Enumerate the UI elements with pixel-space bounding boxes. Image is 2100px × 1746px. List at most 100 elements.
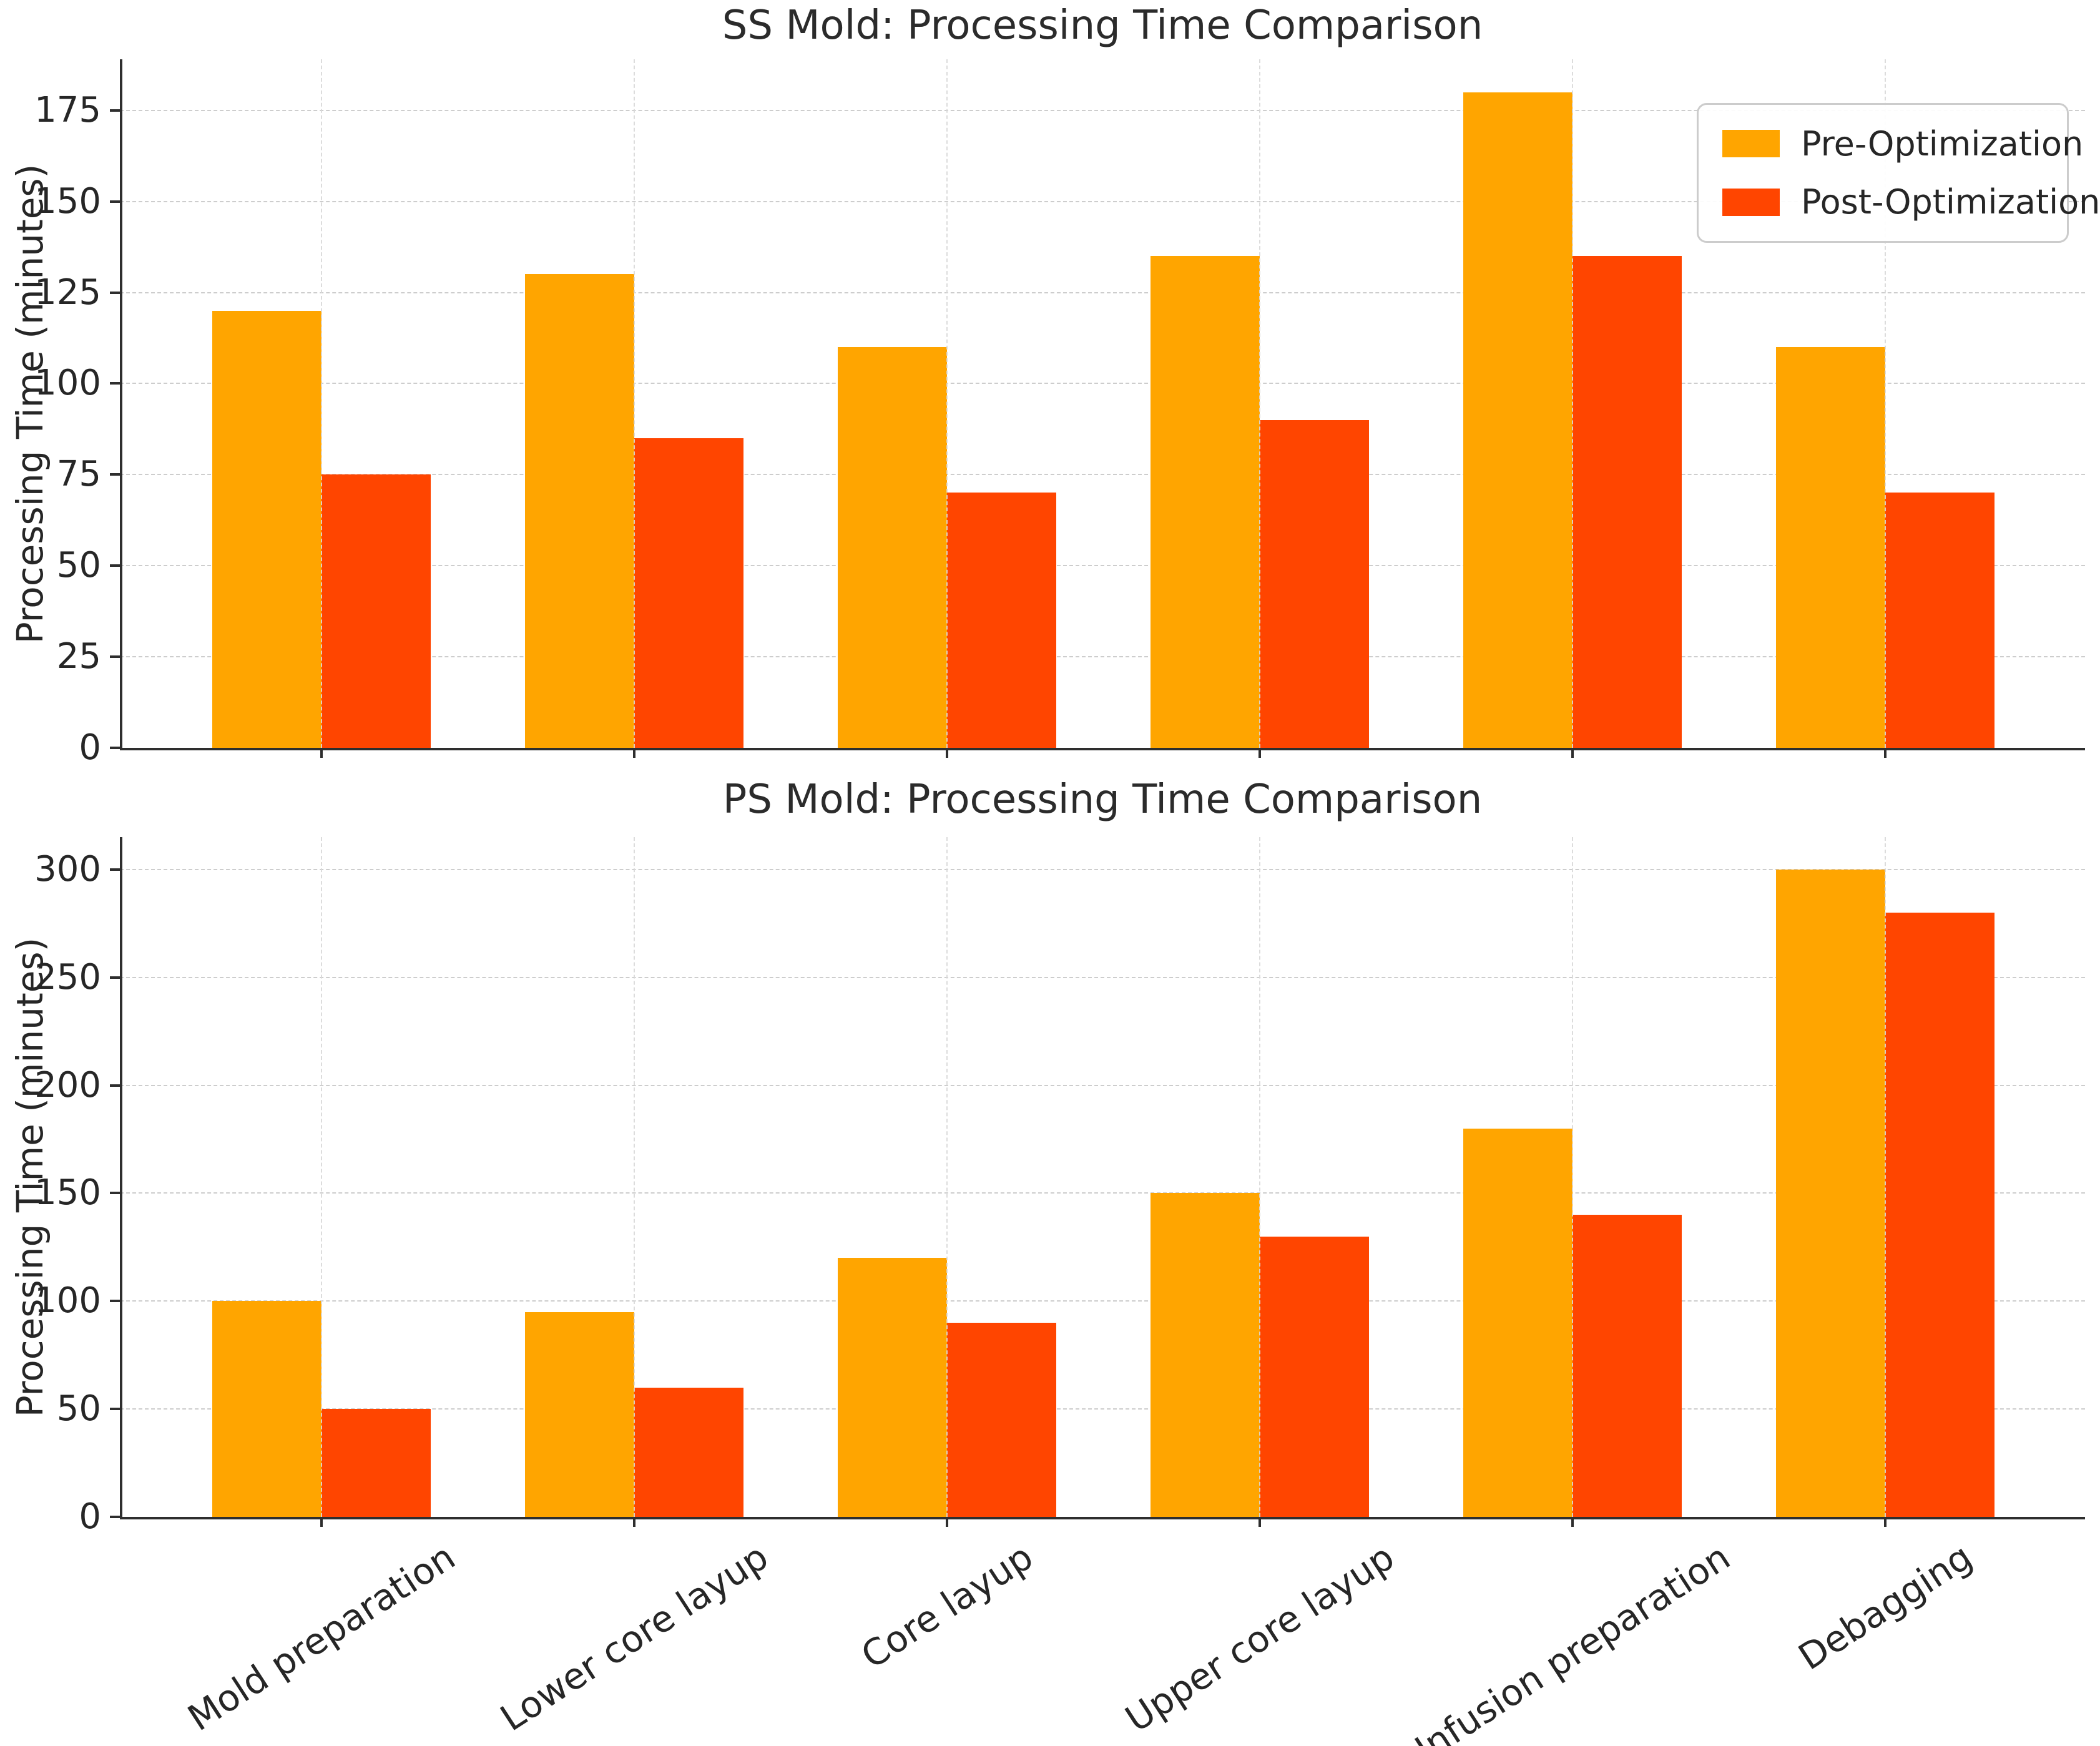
y-tick-mark [110,868,120,871]
x-tick-mark [320,748,323,758]
bar-pre [1463,92,1573,748]
h-gridline [120,565,2085,567]
y-tick-mark [110,1084,120,1087]
bar-post [1573,256,1682,748]
h-gridline [120,976,2085,978]
post-optimization-swatch-icon [1722,188,1780,216]
x-tick-mark [1259,748,1261,758]
pre-optimization-swatch-icon [1722,130,1780,158]
x-tick-mark [1884,1517,1887,1527]
x-tick-mark [1571,1517,1574,1527]
x-tick-mark [1259,1517,1261,1527]
x-tick-label: Infusion preparation [1407,1535,1738,1746]
y-tick-label: 175 [34,89,101,130]
v-gridline [321,59,322,748]
v-gridline [946,59,948,748]
v-gridline [1885,837,1886,1517]
bar-post [1260,419,1369,748]
bar-post [634,1387,743,1517]
v-gridline [1259,59,1260,748]
bar-post [947,493,1056,748]
y-tick-mark [110,655,120,659]
y-tick-mark [110,976,120,979]
y-tick-label: 100 [34,363,101,404]
y-tick-label: 150 [34,180,101,222]
y-tick-label: 0 [79,1496,101,1537]
ps-chart-title: PS Mold: Processing Time Comparison [722,777,1483,823]
bar-post [321,1409,431,1517]
y-tick-mark [110,1300,120,1303]
x-tick-label: Debagging [1790,1535,1980,1679]
v-gridline [321,837,322,1517]
bar-pre [1776,869,1885,1517]
x-tick-mark [633,1517,635,1527]
bar-pre [1463,1128,1573,1517]
bar-pre [525,274,634,748]
y-tick-mark [110,564,120,567]
bar-pre [212,1301,321,1517]
legend-label-pre: Pre-Optimization [1801,124,2084,164]
y-tick-mark [110,291,120,294]
ps-plot-area: 0 50 100 150 200 250 300 Mold preparation Lower … [34,837,2085,1746]
bar-pre [1151,1193,1260,1517]
x-tick-mark [946,1517,948,1527]
y-tick-mark [110,382,120,385]
left-spine [120,59,122,750]
y-tick-label: 50 [56,1388,101,1430]
bar-post [1260,1236,1369,1517]
x-tick-label: Lower core layup [493,1535,776,1740]
y-tick-label: 25 [56,636,101,677]
y-tick-label: 150 [34,1172,101,1214]
y-tick-mark [110,1192,120,1195]
h-gridline [120,868,2085,870]
x-tick-label: Mold preparation [180,1535,463,1740]
ss-plot-area: 0 25 50 75 100 125 150 175 [34,59,2085,768]
v-gridline [1259,837,1260,1517]
y-tick-mark [110,473,120,476]
h-gridline [120,383,2085,385]
h-gridline [120,200,2085,202]
bar-pre [212,310,321,748]
y-tick-mark [110,109,120,112]
legend-entry-pre: Pre-Optimization [1722,124,2083,164]
legend: Pre-Optimization Post-Optimization [1697,103,2100,243]
x-tick-mark [1884,748,1887,758]
x-tick-mark [633,748,635,758]
v-gridline [946,837,948,1517]
left-spine [120,837,122,1519]
y-tick-label: 75 [56,454,101,495]
v-gridline [634,59,635,748]
y-tick-label: 50 [56,545,101,586]
h-gridline [120,1300,2085,1302]
y-tick-mark [110,747,120,749]
v-gridline [1572,59,1573,748]
h-gridline [120,1084,2085,1086]
bar-post [1885,493,1995,748]
bar-pre [525,1312,634,1517]
bar-post [947,1322,1056,1517]
y-tick-label: 250 [34,956,101,998]
bottom-spine [120,748,2085,750]
h-gridline [120,1192,2085,1194]
v-gridline [634,837,635,1517]
bottom-spine [120,1517,2085,1519]
x-tick-mark [320,1517,323,1527]
x-tick-mark [1571,748,1574,758]
v-gridline [1885,59,1886,748]
bar-post [634,438,743,748]
y-tick-label: 0 [79,727,101,768]
y-tick-label: 100 [34,1280,101,1322]
bar-pre [838,1258,947,1517]
y-tick-mark [110,200,120,203]
y-tick-label: 200 [34,1064,101,1106]
y-tick-mark [110,1408,120,1411]
y-tick-label: 125 [34,272,101,313]
x-tick-label: Core layup [853,1535,1041,1677]
bar-post [1885,913,1995,1517]
y-tick-mark [110,1516,120,1518]
legend-entry-post: Post-Optimization [1722,182,2100,222]
bar-post [1573,1215,1682,1517]
bar-post [321,474,431,748]
bar-pre [1151,256,1260,748]
